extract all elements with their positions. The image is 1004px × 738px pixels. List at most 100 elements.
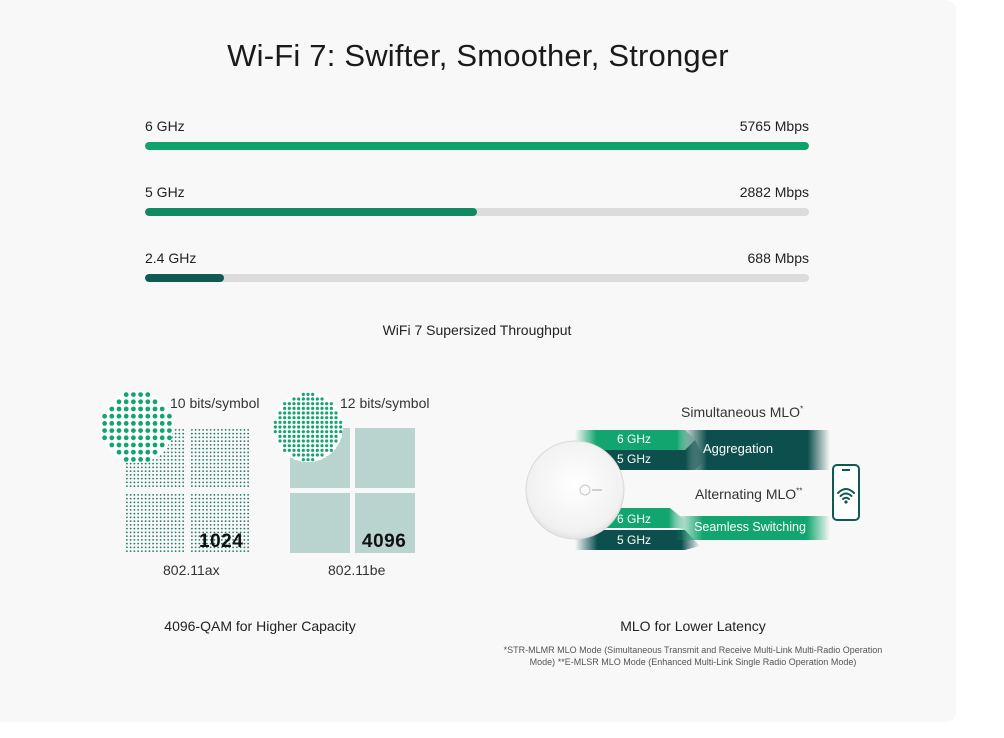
qam-dot (205, 481, 208, 484)
qam-dot (302, 513, 304, 515)
qam-dot (310, 533, 312, 535)
qam-dot (405, 517, 407, 519)
qam-dot (361, 462, 363, 464)
qam-dot (357, 454, 359, 456)
qam-dot (155, 462, 158, 465)
qam-dot (379, 513, 381, 515)
zoom-dot (315, 416, 319, 420)
qam-dot (243, 477, 246, 480)
qam-dot (220, 531, 223, 534)
qam-dot (324, 472, 326, 474)
qam-dot (312, 537, 314, 539)
qam-dot (383, 527, 385, 529)
qam-dot (328, 509, 330, 511)
qam-dot (312, 497, 314, 499)
qam-dot (367, 497, 369, 499)
zoom-dot (311, 439, 315, 443)
zoom-dot (315, 434, 319, 438)
qam-dot (359, 543, 361, 545)
qam-dot (163, 531, 166, 534)
qam-dot (397, 529, 399, 531)
qam-dot (359, 476, 361, 478)
qam-dot (334, 476, 336, 478)
qam-dot (344, 460, 346, 462)
qam-dot (320, 486, 322, 488)
qam-dot (371, 541, 373, 543)
qam-dot (205, 466, 208, 469)
zoom-dot (292, 425, 296, 429)
qam-dot (397, 434, 399, 436)
qam-dot (322, 474, 324, 476)
qam-dot (322, 497, 324, 499)
qam-dot (405, 466, 407, 468)
qam-dot (361, 448, 363, 450)
qam-dot (190, 538, 193, 541)
qam-dot (403, 478, 405, 480)
qam-dot (300, 527, 302, 529)
qam-dot (235, 542, 238, 545)
qam-dot (318, 525, 320, 527)
zoom-dot (138, 442, 143, 448)
qam-dot (224, 512, 227, 515)
qam-dot (407, 531, 409, 533)
qam-dot (344, 476, 346, 478)
qam-dot (383, 529, 385, 531)
qam-dot (182, 550, 185, 553)
qam-dot (401, 484, 403, 486)
qam-dot (228, 505, 231, 508)
qam-dot (359, 438, 361, 440)
zoom-dot (283, 411, 287, 415)
qam-dot (178, 466, 181, 469)
qam-dot (239, 527, 242, 530)
qam-dot (306, 531, 308, 533)
qam-dot (304, 468, 306, 470)
qam-dot (302, 509, 304, 511)
qam-dot (336, 486, 338, 488)
qam-dot (340, 464, 342, 466)
qam-dot (316, 499, 318, 501)
throughput-caption: WiFi 7 Supersized Throughput (382, 322, 572, 338)
qam-dot (411, 535, 413, 537)
qam-dot (320, 503, 322, 505)
qam-dot (357, 468, 359, 470)
qam-dot (224, 436, 227, 439)
qam-dot (320, 515, 322, 517)
qam-dot (308, 513, 310, 515)
qam-dot (357, 466, 359, 468)
qam-dot (239, 501, 242, 504)
qam-dot (344, 438, 346, 440)
qam-dot (377, 444, 379, 446)
qam-dot (389, 470, 391, 472)
qam-dot (393, 464, 395, 466)
qam-dot (403, 466, 405, 468)
qam-dot (379, 436, 381, 438)
qam-dot (391, 503, 393, 505)
qam-dot (298, 535, 300, 537)
qam-dot (375, 482, 377, 484)
qam-dot (377, 535, 379, 537)
qam-dot (379, 537, 381, 539)
qam-dot (332, 482, 334, 484)
qam-dot (312, 515, 314, 517)
qam-dot (310, 547, 312, 549)
qam-dot (342, 438, 344, 440)
qam-dot (338, 478, 340, 480)
qam-dot (363, 533, 365, 535)
qam-4096-zoom (273, 392, 343, 462)
qam-dot (342, 472, 344, 474)
qam-dot (326, 456, 328, 458)
qam-dot (326, 482, 328, 484)
qam-dot (363, 537, 365, 539)
qam-dot (397, 497, 399, 499)
qam-dot (405, 458, 407, 460)
qam-dot (205, 458, 208, 461)
qam-dot (324, 545, 326, 547)
qam-dot (348, 515, 350, 517)
qam-dot (399, 495, 401, 497)
qam-dot (178, 531, 181, 534)
qam-dot (346, 501, 348, 503)
qam-dot (129, 516, 132, 519)
qam-dot (235, 477, 238, 480)
qam-dot (365, 531, 367, 533)
zoom-dot (306, 402, 310, 406)
